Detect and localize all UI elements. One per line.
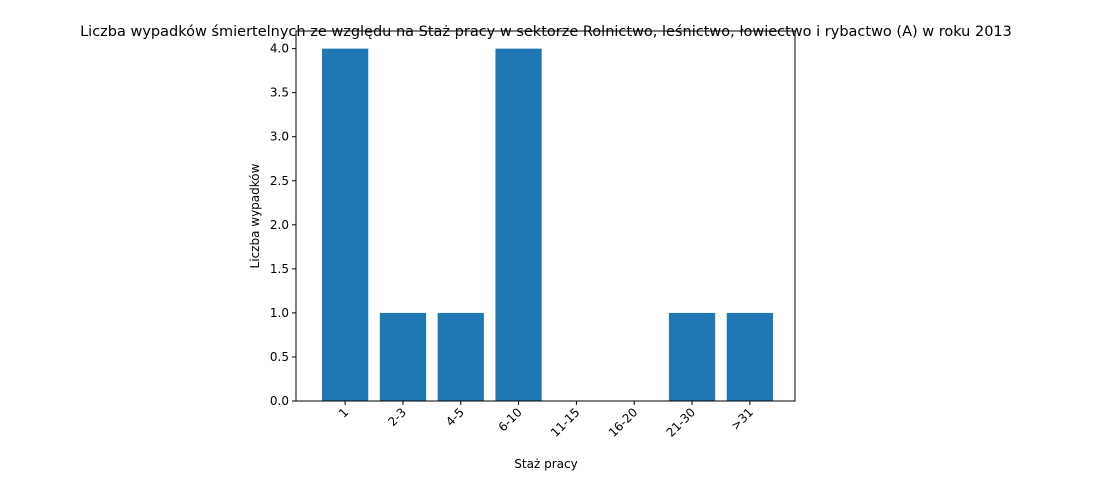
x-tick-label: >31 <box>728 405 756 433</box>
y-tick-label: 0.5 <box>270 350 289 364</box>
x-tick-label: 16-20 <box>606 405 641 440</box>
axes-frame <box>295 30 796 402</box>
y-tick-label: 3.5 <box>270 86 289 100</box>
y-tick-label: 4.0 <box>270 42 289 56</box>
y-tick-label: 0.0 <box>270 394 289 408</box>
bar->31 <box>726 312 773 401</box>
y-tick-label: 3.0 <box>270 130 289 144</box>
y-tick-label: 2.5 <box>270 174 289 188</box>
bar-1 <box>322 48 369 402</box>
plot-area: 0.00.51.01.52.02.53.03.54.0 1 2-3 4-5 6-10 1… <box>270 30 796 440</box>
bar-21-30 <box>668 312 716 401</box>
y-tick-label: 1.5 <box>270 262 289 276</box>
bar-2-3 <box>379 312 427 401</box>
chart-title: Liczba wypadków śmiertelnych ze względu … <box>80 24 1012 40</box>
x-tick-label: 21-30 <box>664 405 699 440</box>
x-tick-label: 2-3 <box>385 405 409 429</box>
x-axis-label: Staż pracy <box>514 457 577 471</box>
bars <box>322 48 773 402</box>
bar-4-5 <box>437 312 484 401</box>
x-tick-label: 6-10 <box>496 405 525 434</box>
bar-6-10 <box>495 48 542 402</box>
y-tick-label: 1.0 <box>270 306 289 320</box>
y-axis: 0.0 0.5 1.0 1.5 2.0 2.5 3.0 3.5 4.0 <box>270 42 296 408</box>
y-axis-label: Liczba wypadków <box>248 163 262 268</box>
x-axis: 1 2-3 4-5 6-10 11-15 16-20 21-30 >31 <box>336 401 756 440</box>
x-tick-label: 1 <box>336 405 351 420</box>
y-tick-label: 2.0 <box>270 218 289 232</box>
x-tick-label: 4-5 <box>443 405 467 429</box>
x-tick-label: 11-15 <box>548 405 583 440</box>
